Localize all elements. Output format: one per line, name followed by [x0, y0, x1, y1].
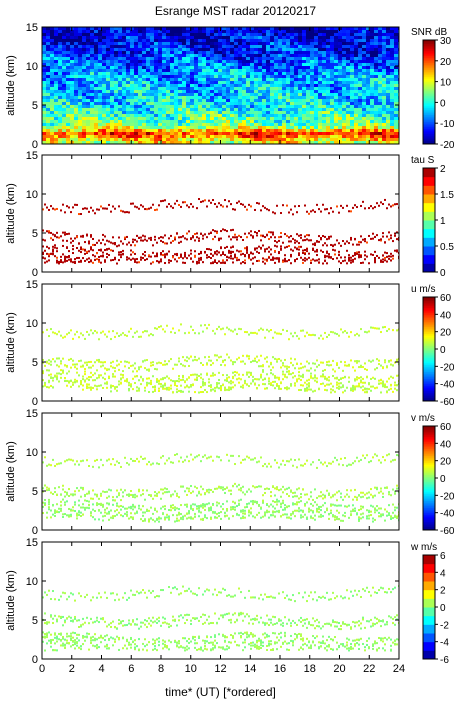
x-axis-label: time* (UT) [*ordered] [165, 685, 276, 699]
colorbar-tick-label: 0 [440, 268, 446, 279]
y-tick-label: 5 [32, 357, 38, 369]
panel-v: 0 5 10 15 altitude (km) -60 -40 -20 0 20 40 60 v m/s [5, 408, 455, 537]
y-tick-label: 0 [32, 267, 38, 279]
colorbar-tick-label: -6 [440, 655, 449, 666]
colorbar-tick-label: -40 [440, 509, 455, 520]
x-tick-label: 22 [363, 663, 375, 675]
colorbar-tick-label: 30 [440, 36, 452, 47]
colorbar-tick-label: 2 [440, 586, 446, 597]
data-field-tau [42, 155, 399, 272]
x-tick-label: 8 [158, 663, 164, 675]
colorbar-tick-label: 0.5 [440, 242, 454, 253]
colorbar-tick-label: 0 [440, 603, 446, 614]
colorbar-tick-label: 10 [440, 78, 452, 89]
x-tick-label: 18 [304, 663, 316, 675]
colorbar-tau: 0 0.5 1 1.5 2 tau S [411, 155, 454, 279]
y-axis-label: altitude (km) [5, 183, 17, 244]
y-tick-label: 15 [26, 537, 38, 549]
colorbar-tick-label: -4 [440, 638, 449, 649]
y-tick-label: 5 [32, 486, 38, 498]
colorbar-tick-label: 40 [440, 310, 452, 321]
chart-title: Esrange MST radar 20120217 [154, 4, 317, 18]
y-tick-label: 5 [32, 100, 38, 112]
colorbar-tick-label: 60 [440, 293, 452, 304]
colorbar-tick-label: 20 [440, 328, 452, 339]
colorbar-tick-label: 20 [440, 57, 452, 68]
data-field-u [42, 284, 399, 401]
colorbar-tick-label: 0 [440, 98, 446, 109]
colorbar-tick-label: -60 [440, 526, 455, 537]
y-tick-label: 0 [32, 525, 38, 537]
colorbar-w: -6 -4 -2 0 2 4 6w m/s [410, 542, 449, 666]
colorbar-tick-label: -20 [440, 491, 455, 502]
colorbar-tick-label: 4 [440, 568, 446, 579]
colorbar-tick-label: 1 [440, 216, 446, 227]
y-tick-label: 15 [26, 279, 38, 291]
y-axis-label: altitude (km) [5, 441, 17, 502]
x-tick-label: 4 [98, 663, 104, 675]
colorbar-label: SNR dB [411, 27, 447, 38]
x-tick-label: 16 [274, 663, 286, 675]
colorbar-tick-label: 20 [440, 457, 452, 468]
y-tick-label: 10 [26, 61, 38, 73]
colorbar-tick-label: 0 [440, 345, 446, 356]
data-field-v [42, 413, 399, 530]
x-tick-label: 20 [333, 663, 345, 675]
y-axis-label: altitude (km) [5, 55, 17, 116]
colorbar-tick-label: 40 [440, 439, 452, 450]
y-tick-label: 15 [26, 150, 38, 162]
x-tick-label: 2 [69, 663, 75, 675]
x-tick-label: 12 [214, 663, 226, 675]
y-tick-label: 15 [26, 22, 38, 34]
colorbar-tick-label: 60 [440, 422, 452, 433]
colorbar-tick-label: -40 [440, 380, 455, 391]
colorbar-label: tau S [411, 155, 435, 166]
x-tick-label: 10 [185, 663, 197, 675]
colorbar-tick-label: 1.5 [440, 190, 454, 201]
data-field-w [42, 542, 399, 659]
data-field-snr [42, 27, 399, 144]
colorbar-tick-label: -20 [440, 362, 455, 373]
y-tick-label: 10 [26, 318, 38, 330]
y-tick-label: 5 [32, 228, 38, 240]
panel-u: 0 5 10 15 altitude (km) -60 -40 -20 0 20 40 60 u m/s [5, 279, 455, 408]
colorbar-label: u m/s [411, 284, 435, 295]
colorbar-u: -60 -40 -20 0 20 40 60 u m/s [411, 284, 455, 408]
colorbar-v: -60 -40 -20 0 20 40 60 v m/s [411, 413, 455, 537]
y-tick-label: 15 [26, 408, 38, 420]
x-tick-label: 14 [244, 663, 256, 675]
y-tick-label: 10 [26, 576, 38, 588]
colorbar-tick-label: -10 [440, 119, 455, 130]
y-tick-label: 5 [32, 615, 38, 627]
y-tick-label: 10 [26, 447, 38, 459]
y-tick-label: 10 [26, 189, 38, 201]
colorbar-tick-label: 2 [440, 164, 446, 175]
y-axis-label: altitude (km) [5, 570, 17, 631]
colorbar-label: w m/s [410, 542, 437, 553]
panel-tau: 0 5 10 15 altitude (km) 0 0.5 1 1.5 2 tau S [5, 150, 454, 279]
y-axis-label: altitude (km) [5, 312, 17, 373]
x-tick-label: 0 [39, 663, 45, 675]
x-tick-label: 6 [128, 663, 134, 675]
colorbar-tick-label: -2 [440, 620, 449, 631]
y-tick-label: 0 [32, 139, 38, 151]
y-tick-label: 0 [32, 396, 38, 408]
x-tick-label: 24 [393, 663, 405, 675]
y-tick-label: 0 [32, 654, 38, 666]
colorbar-tick-label: 0 [440, 474, 446, 485]
colorbar-tick-label: -20 [440, 140, 455, 151]
colorbar-tick-label: -60 [440, 397, 455, 408]
colorbar-tick-label: 6 [440, 551, 446, 562]
colorbar-label: v m/s [411, 413, 435, 424]
